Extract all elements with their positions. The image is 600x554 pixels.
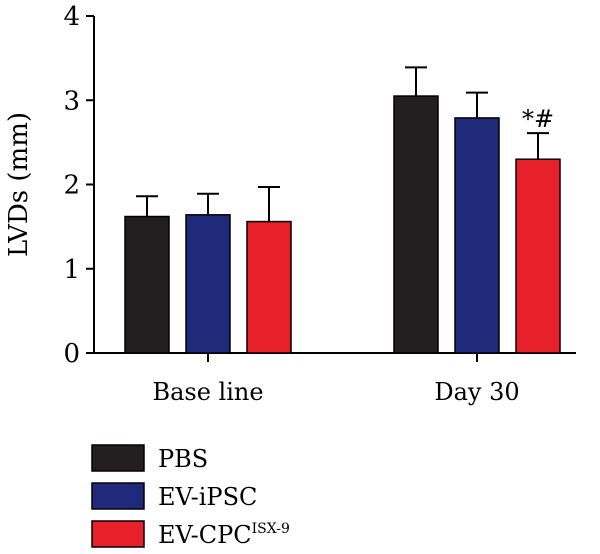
y-tick-label: 2 [63,171,80,201]
y-tick-label: 0 [63,339,80,369]
x-axis-category-labels: Base line Day 30 [152,378,519,406]
bar [246,220,292,354]
y-tick-label: 1 [63,255,80,285]
significance-label: *# [522,105,554,133]
bar [185,214,231,354]
legend-label: PBS [158,445,208,473]
y-tick-label: 3 [63,86,80,116]
legend-label: EV-CPCISX-9 [158,521,290,549]
error-bars [136,66,549,222]
bar [393,95,439,354]
legend-label: EV-iPSC [158,483,257,511]
bar [454,117,500,354]
bars [124,95,561,354]
legend-swatch [91,482,145,510]
legend: PBS EV-iPSC EV-CPCISX-9 [91,444,290,549]
y-axis-ticks: 0 1 2 3 4 [63,2,94,369]
bar [124,215,170,354]
legend-swatch [91,444,145,472]
y-axis-title: LVDs (mm) [4,112,34,257]
legend-swatch [91,520,145,548]
x-category-label: Day 30 [434,378,519,406]
y-tick-label: 4 [63,2,80,32]
annotations: *# [522,105,554,133]
x-category-label: Base line [152,378,263,406]
legend-label-superscript: ISX-9 [252,521,290,537]
bar [515,158,561,354]
